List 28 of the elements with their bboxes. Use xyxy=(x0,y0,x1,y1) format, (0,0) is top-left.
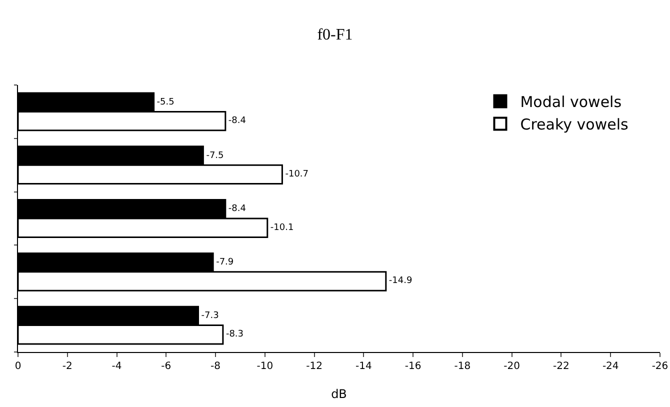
data-label: -10.1 xyxy=(270,222,294,233)
data-label: -14.9 xyxy=(388,276,412,286)
data-label: -8.4 xyxy=(228,116,246,126)
x-tick-label: -22 xyxy=(553,361,570,372)
x-tick-label: -4 xyxy=(112,361,122,372)
legend-label: Creaky vowels xyxy=(520,116,628,134)
x-tick-label: -10 xyxy=(256,361,274,372)
x-tick-label: -16 xyxy=(404,361,422,372)
x-tick-label: -8 xyxy=(210,361,221,372)
x-tick-label: -24 xyxy=(602,361,619,372)
chart-title: f0-F1 xyxy=(317,26,353,44)
data-label: -8.4 xyxy=(228,204,246,214)
legend-label: Modal vowels xyxy=(520,93,622,112)
data-label: -5.5 xyxy=(156,97,174,108)
x-tick-label: -2 xyxy=(62,361,72,372)
x-tick-label: -14 xyxy=(356,361,372,372)
x-tick-label: -18 xyxy=(454,361,471,372)
x-tick-label: -12 xyxy=(306,361,322,372)
x-tick-label: -20 xyxy=(504,361,520,372)
x-tick-label: -6 xyxy=(161,361,172,372)
data-label: -10.7 xyxy=(285,169,309,180)
data-label: -7.5 xyxy=(206,150,224,161)
x-axis-title: dB xyxy=(331,387,347,401)
x-tick-label: 0 xyxy=(14,361,22,372)
data-label: -7.9 xyxy=(216,258,234,268)
data-label: -8.3 xyxy=(226,330,244,340)
x-tick-label: -26 xyxy=(652,361,668,372)
data-label: -7.3 xyxy=(201,310,219,321)
